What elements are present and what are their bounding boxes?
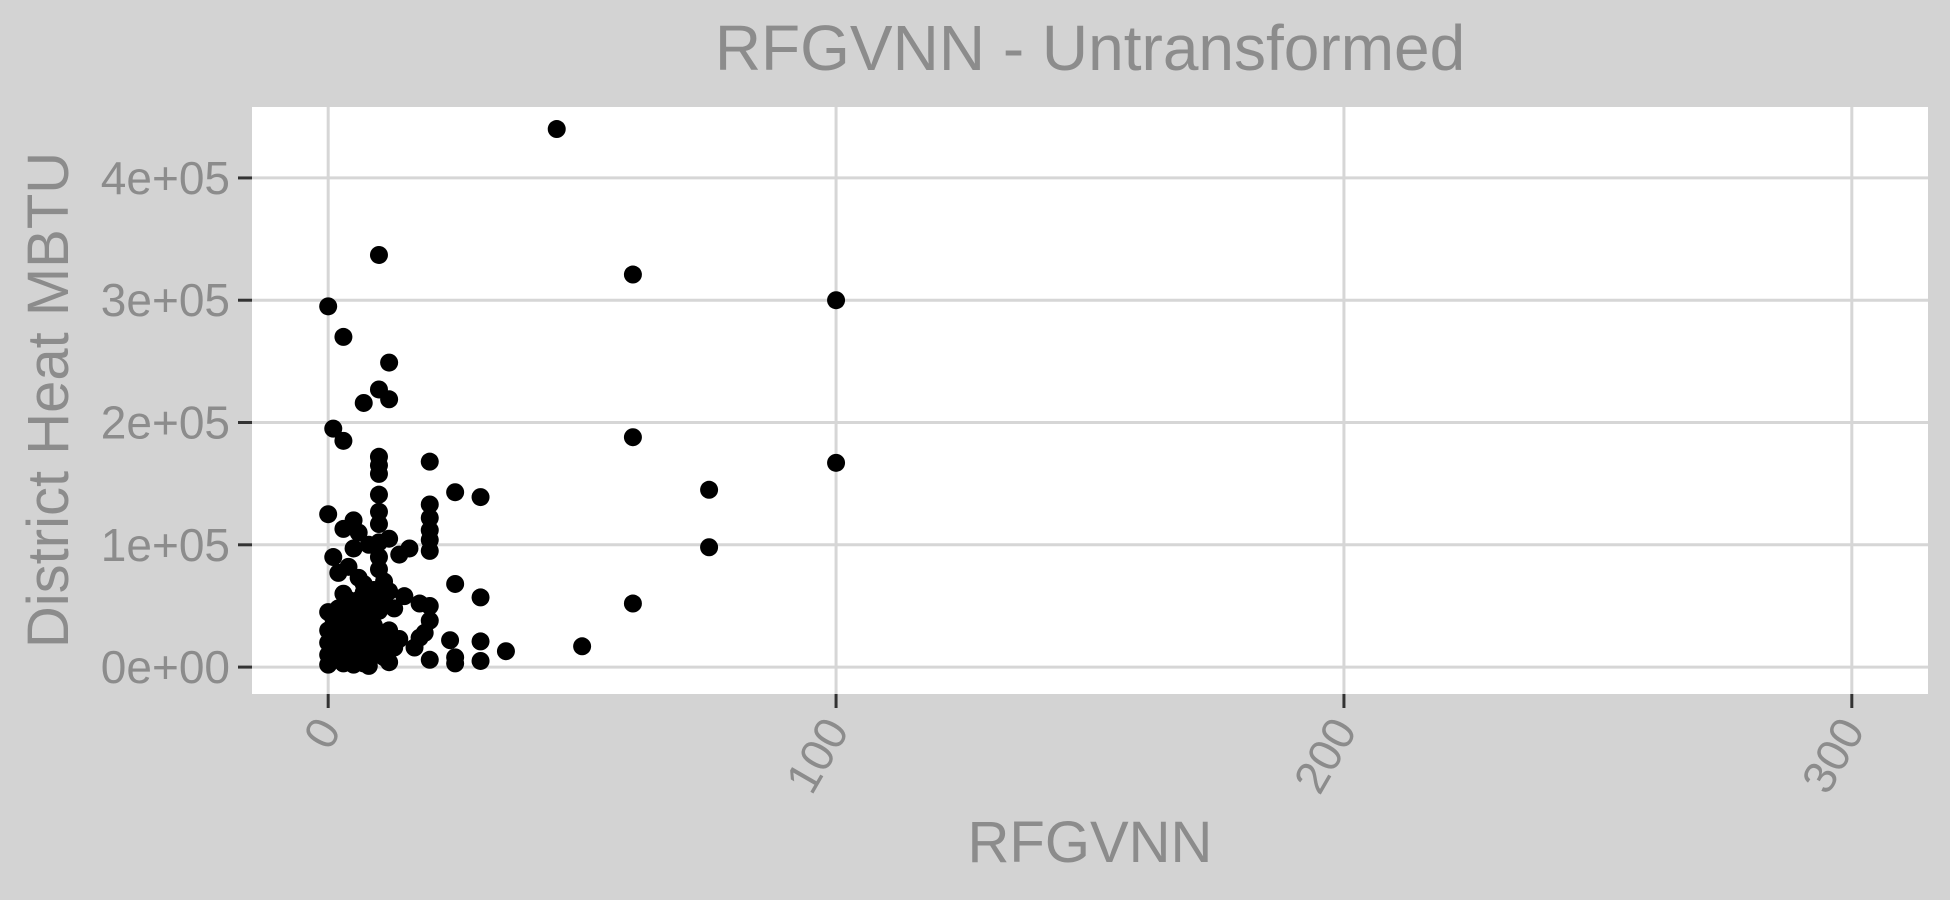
chart-title: RFGVNN - Untransformed <box>715 12 1465 84</box>
y-tick-label: 3e+05 <box>101 274 230 326</box>
data-point <box>446 654 465 673</box>
data-point <box>380 640 399 659</box>
data-point <box>623 265 642 284</box>
data-point <box>369 515 388 534</box>
y-axis-label: District Heat MBTU <box>16 152 81 648</box>
data-points <box>319 120 846 675</box>
data-point <box>324 548 343 567</box>
data-point <box>700 538 719 557</box>
data-point <box>623 428 642 447</box>
plot-panel <box>252 107 1928 694</box>
data-point <box>369 245 388 264</box>
data-point <box>446 574 465 593</box>
data-point <box>471 651 490 670</box>
data-point <box>359 588 378 607</box>
data-point <box>324 419 343 438</box>
data-point <box>319 505 338 524</box>
data-point <box>319 297 338 316</box>
data-point <box>441 631 460 650</box>
data-point <box>573 637 592 656</box>
data-point <box>390 545 409 564</box>
y-tick-label: 0e+00 <box>101 641 230 693</box>
data-point <box>359 656 378 675</box>
data-point <box>420 650 439 669</box>
y-tick-label: 2e+05 <box>101 397 230 449</box>
gridlines <box>252 107 1928 694</box>
data-point <box>700 480 719 499</box>
data-point <box>344 539 363 558</box>
data-point <box>380 353 399 372</box>
data-point <box>369 485 388 504</box>
y-tick-label: 4e+05 <box>101 152 230 204</box>
data-point <box>496 642 515 661</box>
data-point <box>359 535 378 554</box>
data-point <box>827 453 846 472</box>
data-point <box>446 483 465 502</box>
data-point <box>349 523 368 542</box>
data-point <box>547 120 566 139</box>
data-point <box>369 464 388 483</box>
data-point <box>334 519 353 538</box>
data-point <box>334 431 353 450</box>
data-point <box>623 594 642 613</box>
data-point <box>420 541 439 560</box>
data-point <box>471 588 490 607</box>
data-point <box>380 529 399 548</box>
data-point <box>334 327 353 346</box>
data-point <box>385 599 404 618</box>
y-tick-label: 1e+05 <box>101 519 230 571</box>
data-point <box>471 488 490 507</box>
data-point <box>354 393 373 412</box>
x-axis-label: RFGVNN <box>968 810 1213 875</box>
data-point <box>471 632 490 651</box>
data-point <box>395 587 414 606</box>
data-point <box>324 617 343 636</box>
data-point <box>415 623 434 642</box>
data-point <box>420 596 439 615</box>
data-point <box>420 495 439 514</box>
data-point <box>827 291 846 310</box>
data-point <box>420 452 439 471</box>
data-point <box>329 642 348 661</box>
data-point <box>329 599 348 618</box>
data-point <box>380 390 399 409</box>
